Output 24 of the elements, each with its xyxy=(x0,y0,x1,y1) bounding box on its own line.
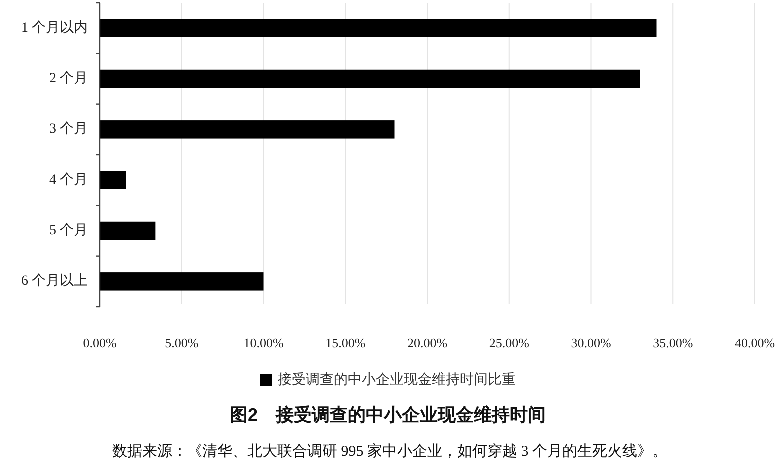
x-tick-label: 5.00% xyxy=(165,336,199,350)
x-tick-label: 10.00% xyxy=(244,336,284,350)
y-tick-label: 6 个月以上 xyxy=(22,273,88,290)
x-tick-label: 30.00% xyxy=(571,336,612,350)
x-tick-label: 35.00% xyxy=(653,336,694,350)
bar xyxy=(100,19,657,38)
text: 图2 接受调查的中小企业现金维持时间 xyxy=(230,405,546,425)
x-tick-label: 20.00% xyxy=(407,336,448,350)
x-tick-label: 25.00% xyxy=(489,336,530,350)
y-tick-label: 4 个月 xyxy=(50,172,88,188)
bar xyxy=(100,70,640,88)
y-tick-label: 2 个月 xyxy=(50,70,88,86)
bar xyxy=(100,222,156,240)
source-note: 数据来源：《清华、北大联合调研 995 家中小企业，如何穿越 3 个月的生死火线》。 xyxy=(112,443,668,460)
bar xyxy=(100,272,264,291)
x-tick-label: 15.00% xyxy=(326,336,366,350)
bar xyxy=(100,171,126,190)
x-tick-label: 40.00% xyxy=(734,336,776,350)
y-tick-label: 1 个月以内 xyxy=(22,20,88,36)
y-tick-label: 3 个月 xyxy=(50,121,88,138)
bar xyxy=(100,120,395,139)
y-tick-label: 5 个月 xyxy=(50,222,88,238)
legend-label: 接受调查的中小企业现金维持时间比重 xyxy=(278,372,516,388)
x-tick-label: 0.00% xyxy=(83,336,117,350)
